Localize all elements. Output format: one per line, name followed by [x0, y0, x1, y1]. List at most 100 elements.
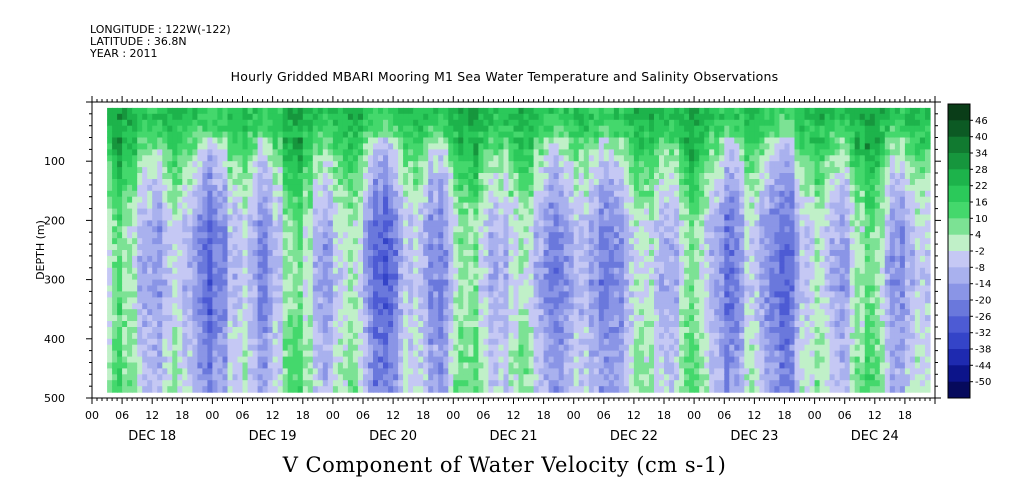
- heatmap-cell: [548, 309, 555, 316]
- heatmap-cell: [202, 309, 208, 316]
- heatmap-cell: [573, 208, 580, 216]
- heatmap-cell: [202, 285, 208, 292]
- heatmap-cell: [428, 113, 434, 121]
- heatmap-cell: [523, 285, 530, 292]
- heatmap-cell: [428, 220, 434, 227]
- heatmap-cell: [418, 179, 424, 186]
- heatmap-cell: [207, 244, 213, 251]
- heatmap-cell: [463, 143, 469, 150]
- heatmap-cell: [107, 315, 113, 322]
- heatmap-cell: [137, 374, 143, 381]
- heatmap-cell: [287, 107, 294, 115]
- heatmap-cell: [322, 315, 329, 322]
- heatmap-cell: [448, 214, 454, 221]
- heatmap-cell: [137, 338, 143, 346]
- heatmap-cell: [337, 309, 344, 316]
- heatmap-cell: [388, 125, 394, 133]
- heatmap-cell: [317, 190, 324, 198]
- heatmap-cell: [232, 303, 239, 310]
- heatmap-cell: [342, 184, 349, 192]
- heatmap-cell: [428, 374, 434, 381]
- heatmap-cell: [142, 279, 148, 287]
- heatmap-cell: [152, 327, 158, 334]
- heatmap-cell: [242, 380, 249, 387]
- heatmap-cell: [388, 350, 394, 358]
- heatmap-cell: [222, 279, 229, 287]
- heatmap-cell: [603, 119, 610, 127]
- heatmap-cell: [117, 291, 123, 298]
- heatmap-cell: [107, 232, 113, 239]
- heatmap-cell: [468, 291, 474, 298]
- heatmap-cell: [152, 303, 158, 310]
- heatmap-cell: [613, 137, 620, 144]
- heatmap-cell: [317, 173, 324, 180]
- heatmap-cell: [548, 356, 555, 364]
- heatmap-cell: [232, 208, 239, 216]
- heatmap-cell: [147, 202, 153, 210]
- heatmap-cell: [232, 167, 239, 174]
- heatmap-cell: [322, 368, 329, 375]
- heatmap-cell: [508, 220, 515, 227]
- heatmap-cell: [197, 261, 203, 269]
- heatmap-cell: [147, 321, 153, 328]
- heatmap-cell: [538, 131, 545, 139]
- heatmap-cell: [287, 303, 294, 310]
- heatmap-cell: [272, 220, 279, 227]
- heatmap-cell: [583, 279, 590, 287]
- heatmap-cell: [347, 279, 354, 287]
- heatmap-cell: [137, 232, 143, 239]
- heatmap-cell: [513, 261, 520, 269]
- heatmap-cell: [603, 267, 610, 275]
- heatmap-cell: [563, 113, 570, 121]
- heatmap-cell: [172, 238, 178, 245]
- heatmap-cell: [337, 179, 344, 186]
- heatmap-cell: [292, 297, 299, 304]
- heatmap-cell: [478, 315, 484, 322]
- heatmap-cell: [423, 226, 429, 233]
- heatmap-cell: [523, 238, 530, 245]
- heatmap-cell: [107, 309, 113, 316]
- heatmap-cell: [167, 350, 173, 358]
- heatmap-cell: [242, 350, 249, 358]
- heatmap-cell: [393, 344, 399, 352]
- heatmap-cell: [212, 386, 218, 393]
- heatmap-cell: [378, 226, 384, 233]
- heatmap-cell: [448, 250, 454, 257]
- heatmap-cell: [493, 202, 499, 210]
- heatmap-cell: [608, 368, 615, 375]
- heatmap-cell: [187, 261, 193, 269]
- heatmap-cell: [438, 350, 444, 358]
- heatmap-cell: [312, 321, 319, 328]
- heatmap-cell: [443, 238, 449, 245]
- heatmap-cell: [352, 279, 359, 287]
- heatmap-cell: [272, 226, 279, 233]
- heatmap-cell: [322, 119, 329, 127]
- heatmap-cell: [598, 321, 605, 328]
- heatmap-cell: [553, 374, 560, 381]
- heatmap-cell: [473, 179, 479, 186]
- heatmap-cell: [197, 131, 203, 139]
- heatmap-cell: [493, 190, 499, 198]
- heatmap-cell: [603, 380, 610, 387]
- heatmap-cell: [322, 255, 329, 263]
- heatmap-cell: [523, 107, 530, 115]
- heatmap-cell: [142, 267, 148, 275]
- heatmap-cell: [257, 107, 264, 115]
- heatmap-cell: [558, 220, 565, 227]
- heatmap-cell: [368, 161, 374, 168]
- heatmap-cell: [453, 273, 459, 281]
- heatmap-cell: [302, 261, 309, 269]
- heatmap-cell: [513, 161, 520, 168]
- heatmap-cell: [257, 196, 264, 204]
- heatmap-cell: [112, 255, 118, 263]
- heatmap-cell: [618, 267, 625, 275]
- heatmap-cell: [112, 261, 118, 269]
- heatmap-cell: [232, 374, 239, 381]
- heatmap-cell: [357, 315, 364, 322]
- heatmap-cell: [347, 238, 354, 245]
- heatmap-cell: [538, 250, 545, 257]
- heatmap-cell: [483, 244, 489, 251]
- heatmap-cell: [413, 374, 419, 381]
- heatmap-cell: [473, 303, 479, 310]
- heatmap-cell: [247, 368, 254, 375]
